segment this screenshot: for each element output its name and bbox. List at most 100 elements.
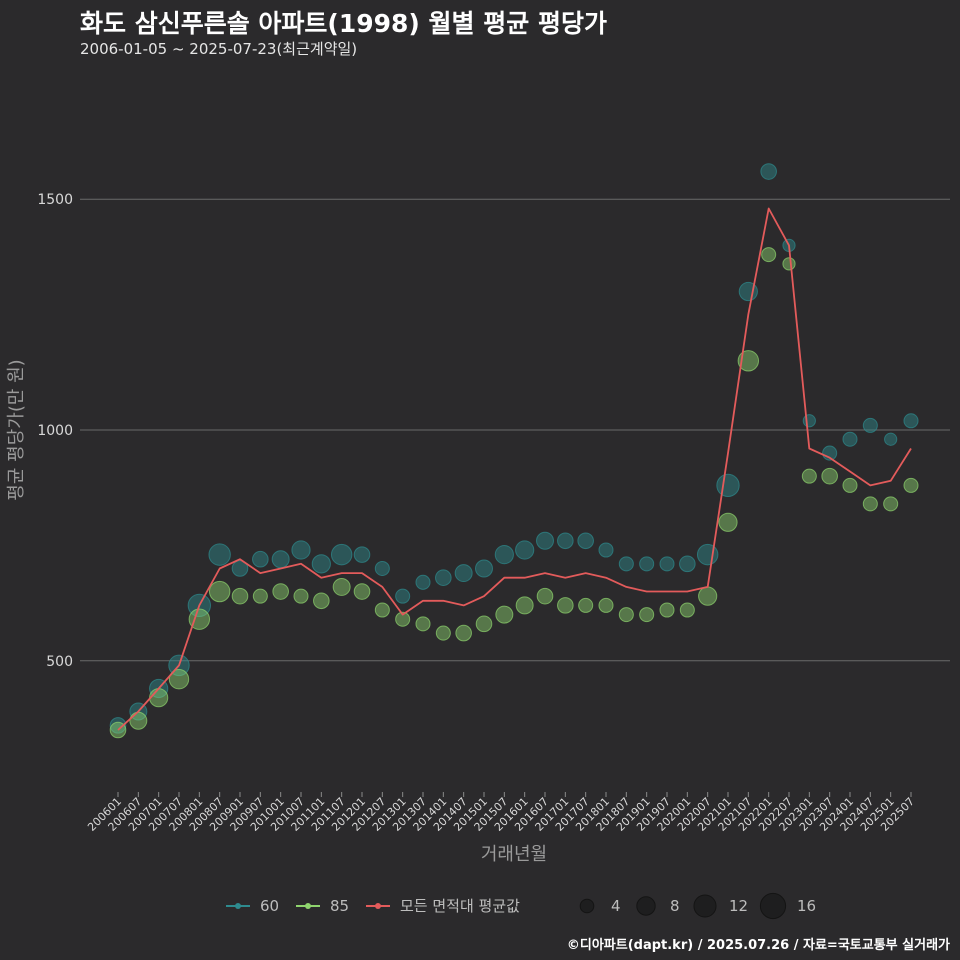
series-85-points [109,247,919,739]
legend-size-label-12: 12 [729,897,748,915]
point-60-2019-07 [659,556,675,572]
point-85-2023-07 [821,467,838,485]
point-85-2014-01 [435,625,451,641]
point-85-2018-07 [618,607,634,623]
point-60-2008-07 [208,543,231,566]
point-85-2012-07 [374,602,390,618]
point-85-2025-01 [883,496,899,512]
point-85-2018-01 [598,597,614,613]
average-line [117,207,912,731]
point-85-2025-07 [903,477,919,493]
legend-size-circle-8 [636,896,656,916]
legend-size-label-4: 4 [611,897,621,915]
point-85-2016-07 [536,587,554,605]
point-60-2016-07 [536,531,554,550]
point-85-2017-07 [578,597,594,613]
point-60-2012-07 [374,560,390,576]
legend-size-circle-4 [579,898,595,914]
series-line-average [117,207,912,731]
point-85-2015-01 [475,615,493,633]
point-60-2017-01 [557,532,574,550]
point-60-2014-01 [435,569,452,586]
legend-size-circle-16 [759,892,787,920]
point-85-2010-01 [272,583,289,600]
point-60-2024-07 [862,417,878,433]
y-tick-1000: 1000 [37,423,73,439]
point-85-2009-01 [231,587,249,605]
y-tick-500: 500 [46,654,73,670]
point-85-2020-01 [679,602,695,618]
legend-dot-0 [235,903,241,909]
point-85-2009-07 [252,588,268,604]
grid-lines [80,198,950,662]
legend-label-2: 모든 면적대 평균값 [400,897,520,915]
chart-svg: 500 1000 1500 2006012006072007012007072008… [6,163,950,920]
point-85-2021-01 [718,512,738,532]
series-60-points [109,163,919,734]
point-85-2019-01 [639,607,655,623]
point-85-2011-07 [332,577,351,596]
point-60-2016-01 [515,540,535,560]
point-85-2008-01 [188,608,211,630]
point-60-2018-01 [598,542,614,558]
point-60-2011-01 [311,554,331,574]
y-axis-title: 평균 평당가(만 원) [6,359,27,500]
point-60-2025-01 [884,432,898,446]
point-60-2009-07 [252,550,269,568]
point-85-2007-01 [149,688,169,708]
point-85-2012-01 [353,583,371,600]
point-60-2015-07 [494,545,514,565]
point-85-2006-07 [129,711,148,730]
point-60-2017-07 [577,532,594,550]
point-85-2011-01 [313,592,330,610]
point-85-2010-07 [293,588,309,604]
legend-label-1: 85 [330,897,349,915]
point-60-2020-01 [679,555,696,573]
point-60-2014-07 [454,564,473,583]
legend: 60 85 모든 면적대 평균값 4 8 12 16 [226,892,816,920]
point-85-2022-07 [782,257,796,271]
point-85-2022-01 [761,247,777,263]
legend-size-circle-12 [693,894,717,918]
point-60-2013-01 [395,588,411,604]
point-60-2015-01 [475,559,493,578]
point-60-2006-01 [109,717,127,734]
point-60-2018-07 [618,556,634,572]
chart-title: 화도 삼신푸른솔 아파트(1998) 월별 평균 평당가 [80,9,607,38]
point-60-2023-01 [802,414,816,428]
point-60-2011-07 [330,543,353,566]
legend-dot-2 [375,903,381,909]
point-60-2010-07 [291,540,311,560]
point-60-2022-01 [760,163,777,180]
point-85-2019-07 [659,602,675,618]
point-85-2017-01 [557,597,574,614]
point-60-2025-07 [903,413,919,429]
legend-size-label-8: 8 [670,897,680,915]
y-tick-labels: 500 1000 1500 [37,192,73,670]
point-85-2014-07 [455,624,472,642]
point-85-2024-01 [842,477,858,493]
point-85-2015-07 [495,605,514,624]
x-axis-title: 거래년월 [481,844,547,865]
point-85-2007-07 [168,669,190,690]
y-tick-1500: 1500 [37,192,73,208]
x-tick-labels: 2006012006072007012007072008012008072009… [85,792,917,834]
point-60-2010-01 [271,550,290,569]
point-60-2012-01 [353,546,371,563]
point-85-2020-07 [698,586,718,606]
point-85-2008-07 [208,580,231,603]
legend-size-label-16: 16 [797,897,816,915]
point-60-2021-01 [716,473,740,498]
point-85-2021-07 [737,350,760,372]
legend-label-0: 60 [260,897,279,915]
point-60-2020-07 [696,543,719,566]
point-85-2013-01 [395,611,411,627]
point-85-2016-01 [515,596,534,615]
point-60-2024-01 [842,431,858,447]
legend-dot-1 [305,903,311,909]
point-60-2013-07 [415,574,431,590]
point-60-2009-01 [231,560,249,577]
footer-credit: ©디아파트(dapt.kr) / 2025.07.26 / 자료=국토교통부 실… [566,938,950,953]
point-60-2019-01 [639,556,655,572]
